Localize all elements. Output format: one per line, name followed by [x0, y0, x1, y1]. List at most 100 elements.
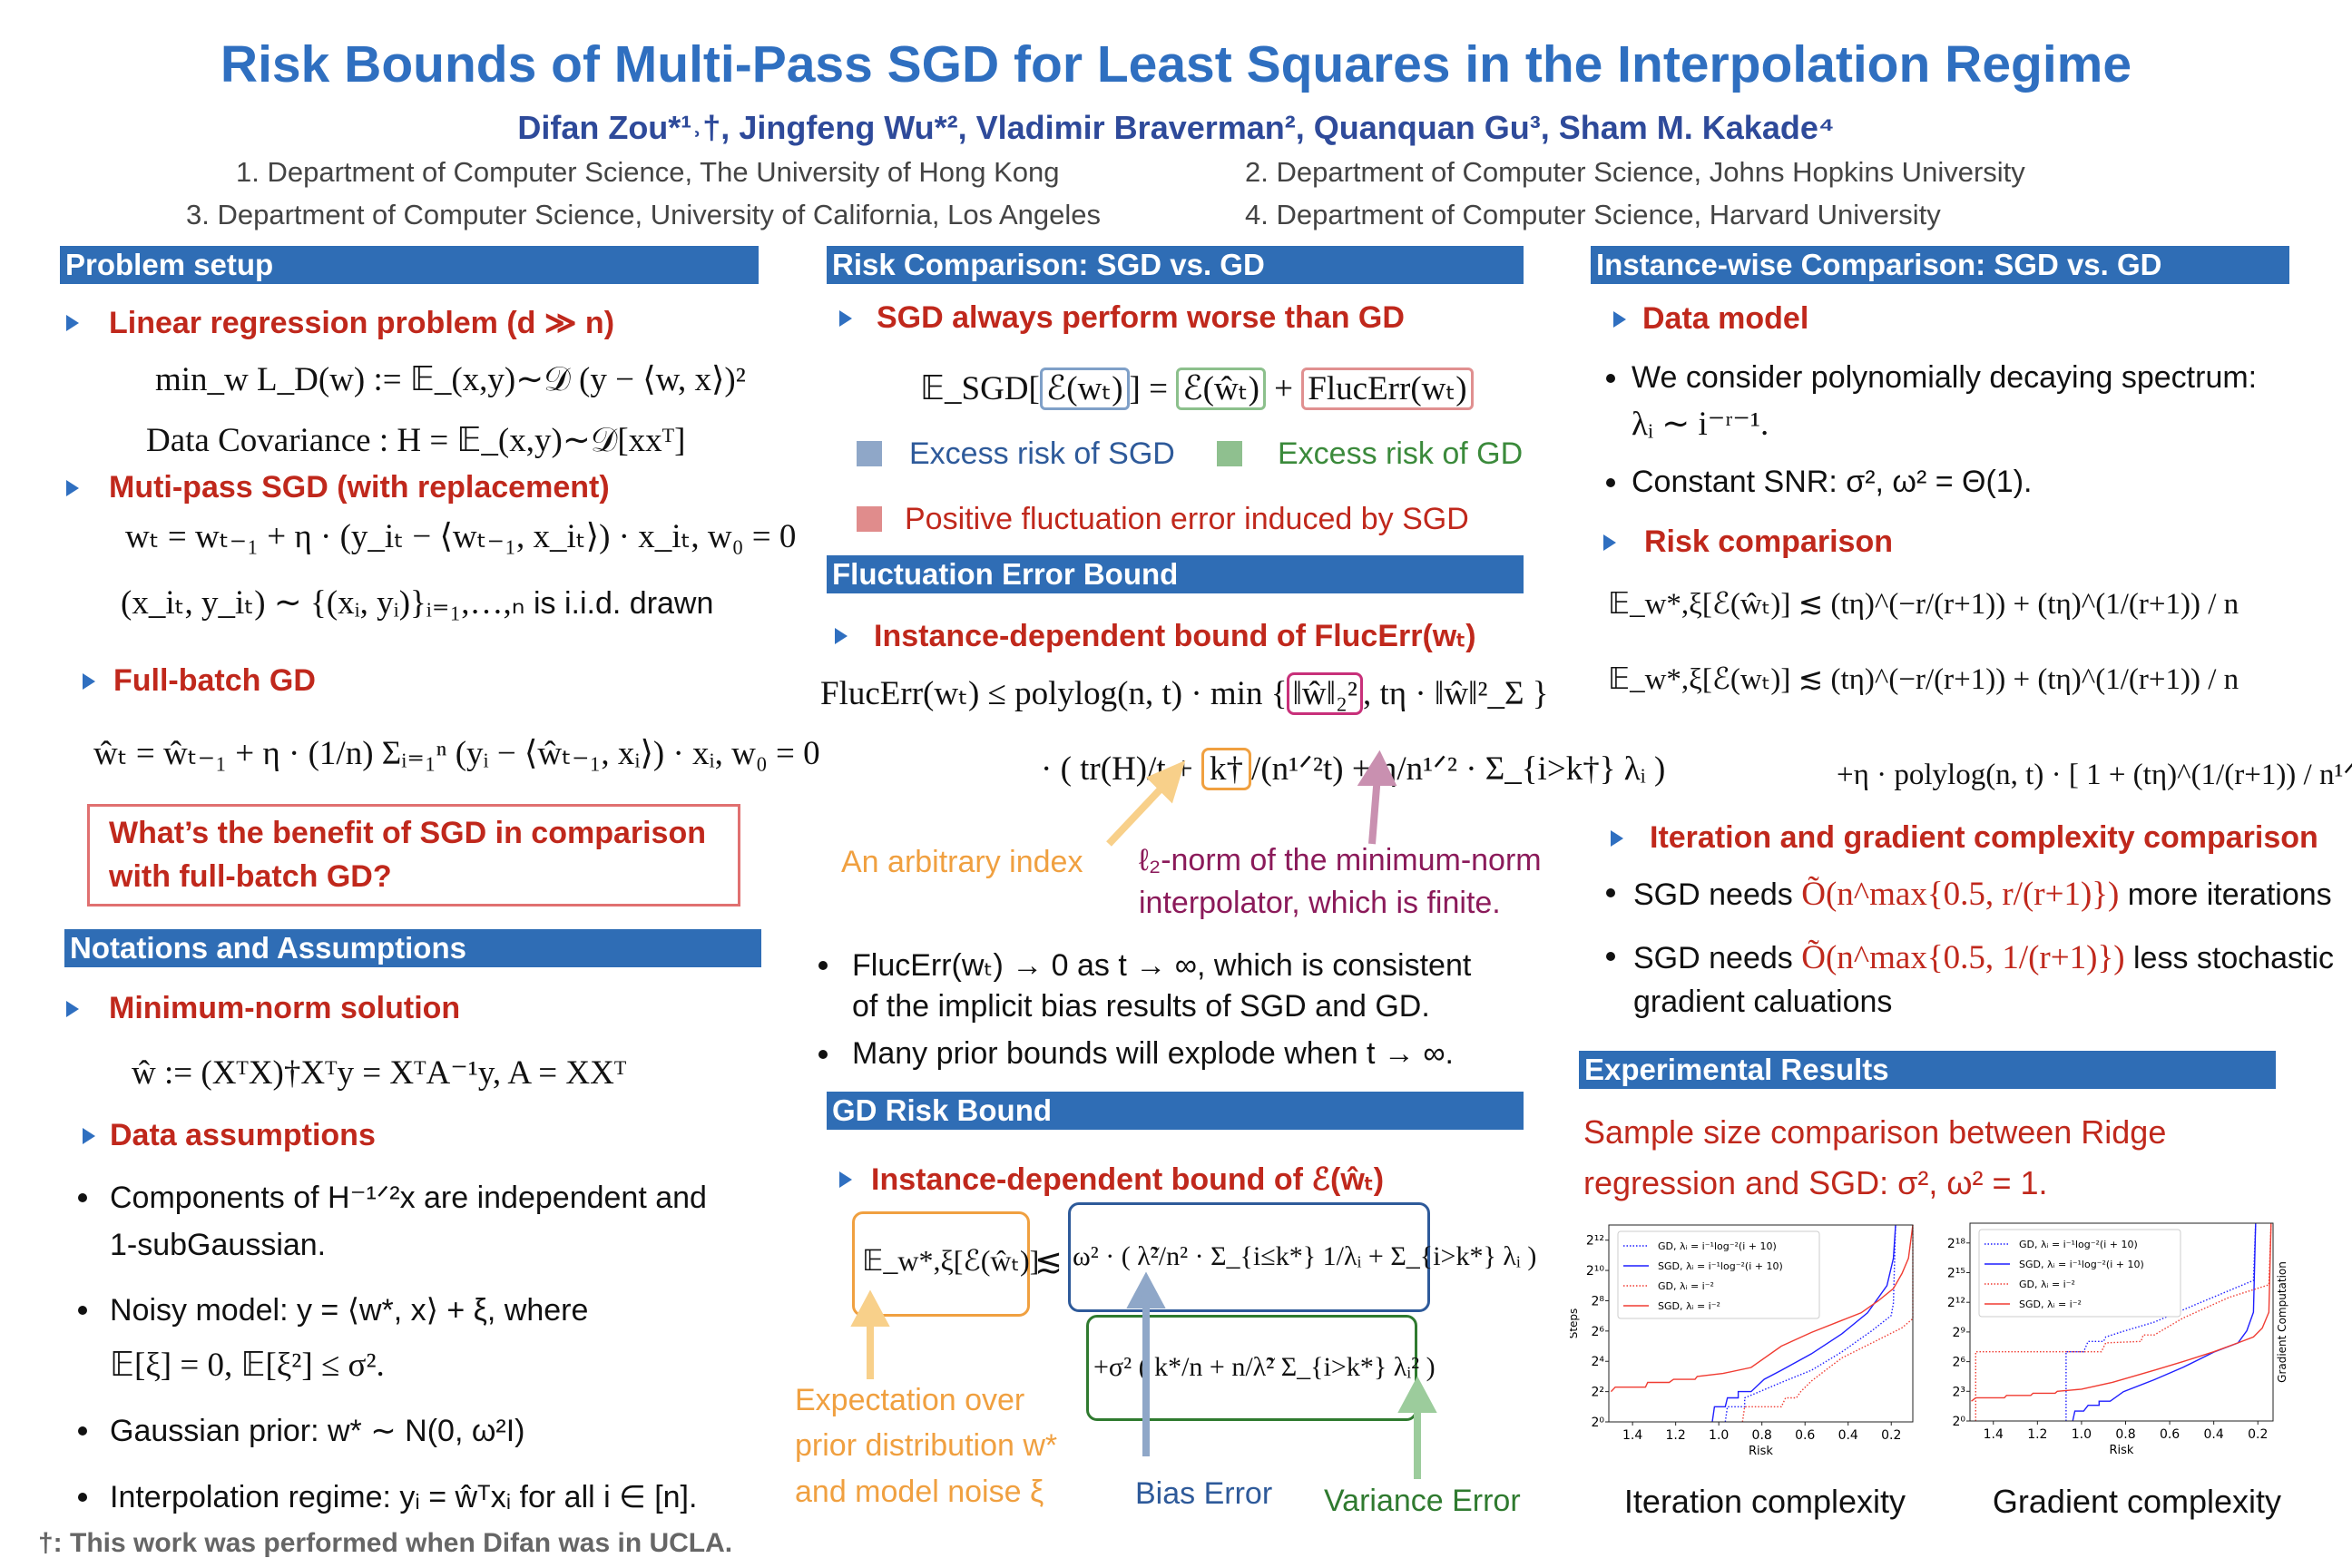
affiliation-2: 2. Department of Computer Science, Johns…	[1245, 156, 2025, 188]
bullet-dot	[1606, 374, 1615, 383]
legend-sgd-label: Excess risk of SGD	[909, 436, 1175, 471]
section-header-instance: Instance-wise Comparison: SGD vs. GD	[1591, 246, 2289, 284]
series-line-0	[1724, 1224, 1896, 1423]
affiliation-3: 3. Department of Computer Science, Unive…	[186, 199, 1101, 230]
experiment-desc-1: Sample size comparison between Ridge	[1583, 1113, 2167, 1151]
bias-box	[1068, 1202, 1430, 1312]
note-expectation-1: Expectation over	[795, 1383, 1025, 1417]
iteration-complexity-chart: 1.4 1.2 1.0 0.8 0.6 0.4 0.2 2⁰ 2² 2⁴ 2⁶ 2⁸ 2¹⁰ 2¹² Ris…	[1570, 1224, 1914, 1458]
x-tick-label: 1.0	[2072, 1427, 2092, 1442]
assumption-components: Components of H⁻¹ᐟ²x are independent and	[110, 1181, 707, 1215]
note-norm-line-2: interpolator, which is finite.	[1139, 886, 1501, 920]
expectation-box	[852, 1211, 1030, 1317]
triangle-bullet-icon	[1613, 311, 1626, 328]
x-tick-label: 0.8	[1752, 1428, 1772, 1443]
data-model-heading: Data model	[1642, 301, 1809, 336]
sgd-heading: Muti-pass SGD (with replacement)	[109, 470, 610, 505]
gradient-complexity: SGD needs Õ(n^max{0.5, 1/(r+1)}) less st…	[1633, 938, 2334, 977]
x-axis-label: Risk	[2110, 1444, 2134, 1457]
y-tick-label: 2⁸	[1591, 1294, 1604, 1308]
linreg-heading: Linear regression problem (d ≫ n)	[109, 306, 615, 340]
x-tick-label: 0.2	[1881, 1428, 1901, 1443]
series-line-2	[1975, 1222, 2272, 1421]
legend-box	[1617, 1230, 1820, 1319]
experiment-desc-2: regression and SGD: σ², ω² = 1.	[1583, 1164, 2048, 1201]
gradient-complexity-chart: 1.4 1.2 1.0 0.8 0.6 0.4 0.2 2⁰ 2³ 2⁶ 2⁹ 2¹² 2¹⁵ 2¹⁸ Ri…	[1947, 1222, 2288, 1457]
complexity-heading: Iteration and gradient complexity compar…	[1650, 820, 2318, 855]
index-box: k†	[1201, 748, 1252, 790]
triangle-bullet-icon	[835, 628, 848, 644]
question-line-2: with full-batch GD?	[109, 859, 392, 894]
x-tick-label: 0.6	[2160, 1427, 2180, 1442]
risk-gd-formula: 𝔼_w*,ξ[ℰ(ŵₜ)] ≲ (tη)^(−r/(r+1)) + (tη)^(…	[1608, 588, 2239, 621]
legend-label: GD, λᵢ = i⁻¹log⁻²(i + 10)	[1658, 1240, 1777, 1252]
x-tick-label: 1.4	[1622, 1428, 1642, 1443]
note-variance-error: Variance Error	[1324, 1484, 1521, 1518]
y-tick-label: 2¹²	[1586, 1234, 1604, 1249]
iteration-complexity: SGD needs Õ(n^max{0.5, r/(r+1)}) more it…	[1633, 875, 2332, 914]
arrow-bias	[1126, 1271, 1166, 1456]
iter-formula: Õ(n^max{0.5, r/(r+1)})	[1801, 876, 2120, 913]
minnorm-heading: Minimum-norm solution	[109, 991, 461, 1025]
legend-box	[1978, 1229, 2181, 1318]
x-tick-label: 0.8	[2115, 1427, 2135, 1442]
question-box	[87, 804, 740, 906]
author-list: Difan Zou*¹˒†, Jingfeng Wu*², Vladimir B…	[517, 109, 1835, 146]
gd-bound-lhs: 𝔼_w*,ξ[ℰ(ŵₜ)]	[862, 1244, 1040, 1277]
x-axis-label: Risk	[1749, 1445, 1773, 1458]
x-tick-label: 1.0	[1709, 1428, 1729, 1443]
y-tick-label: 2¹⁰	[1586, 1264, 1605, 1279]
fluc-line2-b: /(n¹ᐟ²t) + η/n¹ᐟ² · Σ_{i>k†} λᵢ )	[1251, 750, 1666, 788]
section-header-risk-comparison: Risk Comparison: SGD vs. GD	[827, 246, 1524, 284]
section-header-experiments: Experimental Results	[1579, 1051, 2276, 1089]
y-tick-label: 2⁰	[1591, 1416, 1604, 1430]
bullet-dot	[1606, 888, 1615, 897]
affiliation-4: 4. Department of Computer Science, Harva…	[1245, 199, 1941, 230]
gd-bound-heading: Instance-dependent bound of ℰ(ŵₜ)	[871, 1162, 1385, 1197]
section-header-gd-risk: GD Risk Bound	[827, 1092, 1524, 1130]
section-header-fluctuation: Fluctuation Error Bound	[827, 555, 1524, 593]
footnote: †: This work was performed when Difan wa…	[38, 1528, 733, 1558]
objective-formula: min_w L_D(w) := 𝔼_(x,y)∼𝒟 (y − ⟨w, x⟩)²	[155, 361, 746, 398]
note-expectation-3: and model noise ξ	[795, 1475, 1044, 1509]
grad-a: SGD needs	[1633, 941, 1802, 975]
legend-label: SGD, λᵢ = i⁻²	[2019, 1298, 2082, 1310]
gd-heading: Full-batch GD	[113, 663, 316, 698]
legend-fluc-label: Positive fluctuation error induced by SG…	[905, 502, 1469, 536]
sgd-worse-heading: SGD always perform worse than GD	[877, 300, 1405, 335]
y-axis-label: Steps	[1570, 1308, 1580, 1339]
sgd-update-formula: wₜ = wₜ₋₁ + η · (y_iₜ − ⟨wₜ₋₁, x_iₜ⟩) · …	[125, 518, 797, 555]
section-header-notations: Notations and Assumptions	[64, 929, 761, 967]
iter-a: SGD needs	[1633, 877, 1802, 912]
sgd-sampling-text: is i.i.d. drawn	[524, 586, 714, 621]
eq-plus: +	[1265, 370, 1302, 407]
gradient-complexity-cont: gradient caluations	[1633, 985, 1893, 1019]
y-axis-label: Gradient Computation	[2276, 1261, 2288, 1383]
plot-frame	[1608, 1224, 1914, 1423]
legend-label: GD, λᵢ = i⁻²	[2019, 1279, 2075, 1290]
assumption-noise-moments: 𝔼[ξ] = 0, 𝔼[ξ²] ≤ σ².	[110, 1347, 385, 1384]
bullet-dot	[78, 1193, 87, 1202]
fluc-line1-a: FlucErr(wₜ) ≤ polylog(n, t) · min {	[820, 675, 1288, 712]
fluc-bound-heading: Instance-dependent bound of FlucErr(wₜ)	[874, 619, 1476, 653]
legend-label: SGD, λᵢ = i⁻²	[1658, 1300, 1720, 1312]
snr-text: Constant SNR: σ², ω² = Θ(1).	[1632, 465, 2033, 499]
question-line-1: What’s the benefit of SGD in comparison	[109, 816, 707, 850]
triangle-bullet-icon	[839, 310, 852, 327]
triangle-bullet-icon	[839, 1171, 852, 1188]
x-tick-label: 0.4	[2204, 1427, 2224, 1442]
y-tick-label: 2¹²	[1947, 1296, 1965, 1310]
bullet-dot	[78, 1493, 87, 1502]
x-tick-label: 1.4	[1984, 1427, 2004, 1442]
y-tick-label: 2²	[1591, 1386, 1604, 1400]
legend-label: GD, λᵢ = i⁻²	[1658, 1280, 1714, 1292]
spectrum-text: We consider polynomially decaying spectr…	[1632, 360, 2258, 395]
y-tick-label: 2⁶	[1952, 1356, 1965, 1370]
sgd-sampling: (x_iₜ, y_iₜ) ∼ {(xᵢ, yᵢ)}ᵢ₌₁,…,ₙ is i.i.…	[121, 583, 713, 622]
bullet-dot	[78, 1426, 87, 1436]
x-tick-label: 0.2	[2248, 1427, 2268, 1442]
grad-c: less stochastic	[2124, 941, 2335, 975]
x-tick-label: 1.2	[1666, 1428, 1686, 1443]
series-line-1	[1711, 1224, 1896, 1423]
